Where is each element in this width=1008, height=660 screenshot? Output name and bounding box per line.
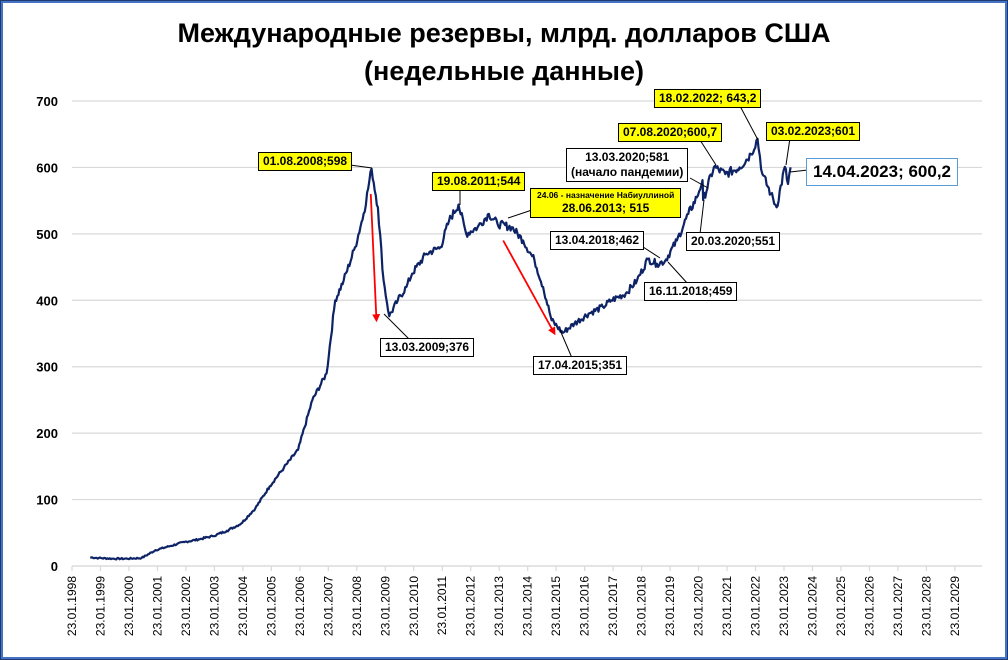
annotation-2020-aug: 07.08.2020;600,7 [618, 123, 723, 142]
x-tick-label: 23.01.2004 [236, 576, 250, 636]
leader-line [739, 105, 759, 141]
annotation-2018-apr: 13.04.2018;462 [550, 231, 645, 250]
x-tick-label: 23.01.2007 [321, 576, 335, 636]
annotation-low-2009: 13.03.2009;376 [380, 338, 475, 357]
leader-line [383, 313, 411, 341]
y-tick-label: 200 [36, 426, 58, 441]
x-tick-label: 23.01.2021 [720, 576, 734, 636]
trend-arrow [369, 193, 381, 323]
x-tick-label: 23.01.2000 [122, 576, 136, 636]
leader-line [789, 169, 809, 173]
annotation-pandemic-start: 13.03.2020;581 (начало пандемии) [566, 148, 689, 182]
y-tick-label: 400 [36, 293, 58, 308]
x-tick-label: 23.01.2006 [293, 576, 307, 636]
x-tick-label: 23.01.2012 [464, 576, 478, 636]
x-tick-label: 23.01.2028 [919, 576, 933, 636]
reserves-line [90, 137, 792, 561]
leader-line [507, 209, 533, 219]
leader-line [699, 139, 717, 166]
x-tick-label: 23.01.2002 [179, 576, 193, 636]
annotation-nabiullina-2013: 24.06 - назначение Набиуллиной 28.06.2013… [530, 188, 682, 218]
y-axis: 0 100 200 300 400 500 600 700 [36, 94, 58, 574]
leader-line [349, 164, 373, 169]
annotation-leader-lines [349, 105, 809, 359]
x-tick-label: 23.01.2029 [948, 576, 962, 636]
leader-line [667, 261, 689, 285]
x-tick-label: 23.01.2005 [264, 576, 278, 636]
x-tick-label: 23.01.2001 [150, 576, 164, 636]
annotation-2020-mar: 20.03.2020;551 [686, 232, 781, 251]
annotation-2018-nov: 16.11.2018;459 [644, 282, 738, 301]
y-tick-label: 600 [36, 160, 58, 175]
x-tick-label: 23.01.2009 [378, 576, 392, 636]
annotation-latest-value: 14.04.2023; 600,2 [806, 158, 959, 186]
x-tick-label: 23.01.2014 [521, 576, 535, 636]
red-trend-arrows [369, 193, 556, 336]
x-tick-label: 23.01.2016 [578, 576, 592, 636]
x-tick-label: 23.01.2024 [805, 576, 819, 636]
reserves-line-series [90, 137, 792, 561]
annotation-2023-feb: 03.02.2023;601 [766, 122, 861, 141]
x-tick-label: 23.01.2010 [407, 576, 421, 636]
leader-line [785, 137, 791, 166]
x-tick-label: 23.01.2025 [834, 576, 848, 636]
annotation-low-2015: 17.04.2015;351 [533, 356, 628, 375]
annotation-peak-2008: 01.08.2008;598 [258, 152, 353, 171]
y-tick-label: 0 [51, 559, 58, 574]
leader-line [559, 329, 573, 359]
leader-line [689, 177, 709, 189]
y-tick-label: 300 [36, 360, 58, 375]
x-tick-label: 23.01.2017 [606, 576, 620, 636]
x-tick-label: 23.01.2008 [350, 576, 364, 636]
leader-line [699, 199, 705, 235]
annotation-peak-2022: 18.02.2022; 643,2 [654, 89, 762, 108]
x-tick-label: 23.01.1999 [93, 576, 107, 636]
x-tick-label: 23.01.2023 [777, 576, 791, 636]
x-tick-label: 23.01.2019 [663, 576, 677, 636]
x-tick-label: 23.01.2013 [492, 576, 506, 636]
x-tick-label: 23.01.1998 [65, 576, 79, 636]
annotation-peak-2011: 19.08.2011;544 [432, 172, 526, 191]
trend-arrow [502, 240, 556, 336]
chart-subtitle: (недельные данные) [364, 56, 644, 86]
x-tick-label: 23.01.2015 [549, 576, 563, 636]
x-tick-label: 23.01.2026 [862, 576, 876, 636]
y-tick-label: 100 [36, 493, 58, 508]
x-tick-label: 23.01.2022 [749, 576, 763, 636]
x-tick-label: 23.01.2020 [692, 576, 706, 636]
x-tick-label: 23.01.2003 [207, 576, 221, 636]
y-tick-label: 500 [36, 227, 58, 242]
x-tick-label: 23.01.2027 [891, 576, 905, 636]
x-tick-label: 23.01.2011 [435, 576, 449, 635]
chart-title: Международные резервы, млрд. долларов СШ… [177, 18, 831, 48]
x-tick-label: 23.01.2018 [635, 576, 649, 636]
y-tick-label: 700 [36, 94, 58, 109]
x-axis: 23.01.1998 23.01.1999 23.01.2000 23.01.2001… [65, 565, 982, 636]
